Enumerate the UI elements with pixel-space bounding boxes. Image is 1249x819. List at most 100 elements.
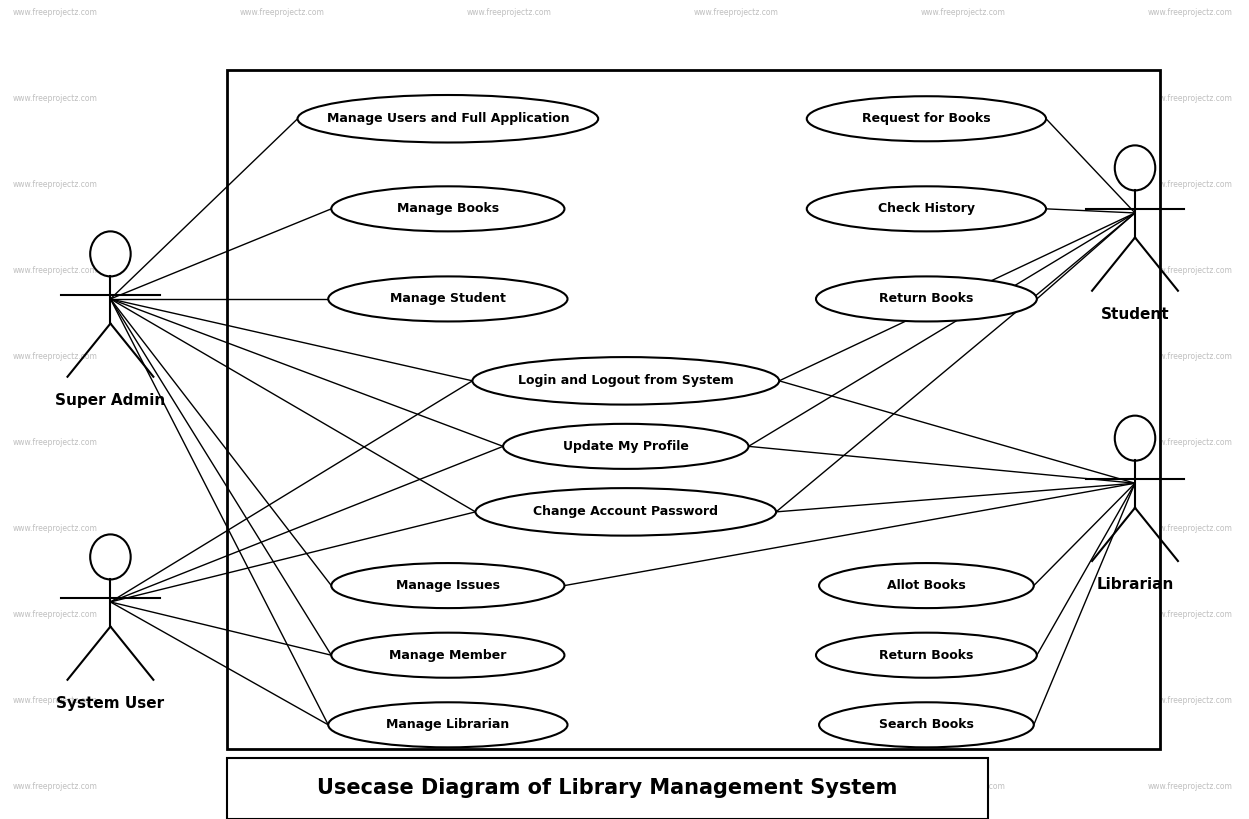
Text: www.freeprojectz.com: www.freeprojectz.com [921, 180, 1005, 188]
Ellipse shape [328, 276, 567, 321]
Text: www.freeprojectz.com: www.freeprojectz.com [466, 352, 551, 360]
Text: www.freeprojectz.com: www.freeprojectz.com [693, 352, 778, 360]
Bar [227, 758, 988, 819]
Text: Allot Books: Allot Books [887, 579, 965, 592]
Text: www.freeprojectz.com: www.freeprojectz.com [921, 696, 1005, 704]
Text: www.freeprojectz.com: www.freeprojectz.com [12, 438, 97, 446]
Text: Search Books: Search Books [879, 718, 974, 731]
Text: www.freeprojectz.com: www.freeprojectz.com [693, 180, 778, 188]
Ellipse shape [476, 488, 776, 536]
Ellipse shape [90, 535, 131, 580]
Text: www.freeprojectz.com: www.freeprojectz.com [693, 438, 778, 446]
Ellipse shape [816, 276, 1037, 321]
Text: www.freeprojectz.com: www.freeprojectz.com [466, 610, 551, 618]
Ellipse shape [90, 232, 131, 277]
Text: www.freeprojectz.com: www.freeprojectz.com [1148, 782, 1233, 790]
Text: Usecase Diagram of Library Management System: Usecase Diagram of Library Management Sy… [317, 778, 898, 799]
Ellipse shape [819, 702, 1034, 747]
Text: www.freeprojectz.com: www.freeprojectz.com [693, 696, 778, 704]
Ellipse shape [297, 95, 598, 143]
Ellipse shape [1115, 416, 1155, 460]
Text: www.freeprojectz.com: www.freeprojectz.com [240, 352, 325, 360]
Text: Manage Member: Manage Member [390, 649, 507, 662]
Ellipse shape [331, 632, 565, 678]
Text: www.freeprojectz.com: www.freeprojectz.com [240, 696, 325, 704]
Text: www.freeprojectz.com: www.freeprojectz.com [921, 8, 1005, 16]
Text: www.freeprojectz.com: www.freeprojectz.com [693, 524, 778, 532]
Text: www.freeprojectz.com: www.freeprojectz.com [466, 782, 551, 790]
Text: www.freeprojectz.com: www.freeprojectz.com [12, 524, 97, 532]
Ellipse shape [328, 702, 567, 747]
Text: www.freeprojectz.com: www.freeprojectz.com [1148, 696, 1233, 704]
Ellipse shape [331, 187, 565, 232]
Text: www.freeprojectz.com: www.freeprojectz.com [921, 266, 1005, 274]
Text: Manage Books: Manage Books [397, 202, 498, 215]
Text: www.freeprojectz.com: www.freeprojectz.com [12, 782, 97, 790]
Text: Return Books: Return Books [879, 292, 974, 305]
Text: www.freeprojectz.com: www.freeprojectz.com [921, 352, 1005, 360]
Text: www.freeprojectz.com: www.freeprojectz.com [466, 696, 551, 704]
Text: Student: Student [1100, 307, 1169, 322]
Text: www.freeprojectz.com: www.freeprojectz.com [466, 94, 551, 102]
Text: www.freeprojectz.com: www.freeprojectz.com [12, 266, 97, 274]
Text: www.freeprojectz.com: www.freeprojectz.com [1148, 352, 1233, 360]
Ellipse shape [331, 563, 565, 608]
Text: www.freeprojectz.com: www.freeprojectz.com [921, 782, 1005, 790]
Text: www.freeprojectz.com: www.freeprojectz.com [240, 94, 325, 102]
Text: System User: System User [56, 696, 165, 711]
Text: www.freeprojectz.com: www.freeprojectz.com [240, 610, 325, 618]
Text: www.freeprojectz.com: www.freeprojectz.com [1148, 610, 1233, 618]
Ellipse shape [816, 632, 1037, 678]
Ellipse shape [807, 187, 1047, 232]
Text: www.freeprojectz.com: www.freeprojectz.com [1148, 266, 1233, 274]
Text: Update My Profile: Update My Profile [563, 440, 688, 453]
Text: www.freeprojectz.com: www.freeprojectz.com [466, 8, 551, 16]
Ellipse shape [472, 357, 779, 405]
Text: www.freeprojectz.com: www.freeprojectz.com [466, 524, 551, 532]
Ellipse shape [807, 96, 1047, 141]
Ellipse shape [1115, 146, 1155, 191]
Text: www.freeprojectz.com: www.freeprojectz.com [12, 8, 97, 16]
Text: www.freeprojectz.com: www.freeprojectz.com [240, 524, 325, 532]
Text: www.freeprojectz.com: www.freeprojectz.com [921, 610, 1005, 618]
Text: Super Admin: Super Admin [55, 393, 166, 408]
Text: www.freeprojectz.com: www.freeprojectz.com [12, 610, 97, 618]
Ellipse shape [819, 563, 1034, 608]
Text: Change Account Password: Change Account Password [533, 505, 718, 518]
Text: Return Books: Return Books [879, 649, 974, 662]
Text: www.freeprojectz.com: www.freeprojectz.com [921, 94, 1005, 102]
Text: www.freeprojectz.com: www.freeprojectz.com [1148, 180, 1233, 188]
Ellipse shape [503, 424, 748, 468]
Text: Manage Users and Full Application: Manage Users and Full Application [326, 112, 570, 125]
Text: Request for Books: Request for Books [862, 112, 990, 125]
Text: www.freeprojectz.com: www.freeprojectz.com [693, 782, 778, 790]
Text: www.freeprojectz.com: www.freeprojectz.com [240, 266, 325, 274]
Text: Manage Student: Manage Student [390, 292, 506, 305]
Text: www.freeprojectz.com: www.freeprojectz.com [921, 438, 1005, 446]
Text: www.freeprojectz.com: www.freeprojectz.com [240, 180, 325, 188]
Text: www.freeprojectz.com: www.freeprojectz.com [693, 266, 778, 274]
Text: www.freeprojectz.com: www.freeprojectz.com [240, 782, 325, 790]
Text: www.freeprojectz.com: www.freeprojectz.com [1148, 8, 1233, 16]
Text: www.freeprojectz.com: www.freeprojectz.com [693, 610, 778, 618]
Text: www.freeprojectz.com: www.freeprojectz.com [12, 94, 97, 102]
Text: www.freeprojectz.com: www.freeprojectz.com [1148, 438, 1233, 446]
Text: www.freeprojectz.com: www.freeprojectz.com [466, 180, 551, 188]
Text: Login and Logout from System: Login and Logout from System [518, 374, 733, 387]
Text: www.freeprojectz.com: www.freeprojectz.com [1148, 94, 1233, 102]
Text: www.freeprojectz.com: www.freeprojectz.com [12, 352, 97, 360]
Text: www.freeprojectz.com: www.freeprojectz.com [693, 8, 778, 16]
Text: Manage Librarian: Manage Librarian [386, 718, 510, 731]
Text: www.freeprojectz.com: www.freeprojectz.com [240, 438, 325, 446]
Bar [227, 70, 1159, 749]
Text: www.freeprojectz.com: www.freeprojectz.com [921, 524, 1005, 532]
Text: www.freeprojectz.com: www.freeprojectz.com [240, 8, 325, 16]
Text: www.freeprojectz.com: www.freeprojectz.com [693, 94, 778, 102]
Text: www.freeprojectz.com: www.freeprojectz.com [1148, 524, 1233, 532]
Text: Check History: Check History [878, 202, 975, 215]
Text: www.freeprojectz.com: www.freeprojectz.com [466, 266, 551, 274]
Text: www.freeprojectz.com: www.freeprojectz.com [12, 696, 97, 704]
Text: Librarian: Librarian [1097, 577, 1174, 592]
Text: Manage Issues: Manage Issues [396, 579, 500, 592]
Text: www.freeprojectz.com: www.freeprojectz.com [12, 180, 97, 188]
